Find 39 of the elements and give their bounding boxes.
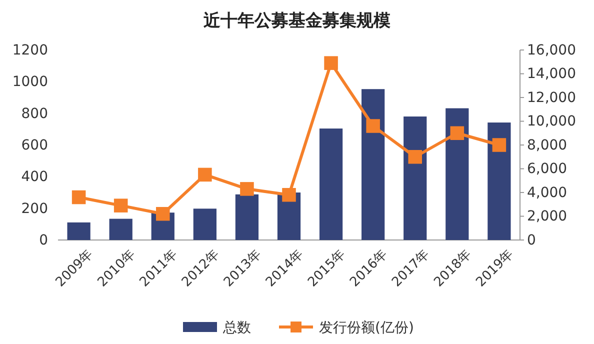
bar (67, 222, 90, 240)
y-tick-label: 400 (21, 169, 48, 186)
point (198, 168, 212, 182)
bar (446, 108, 469, 240)
point (72, 190, 86, 204)
y-tick-label: 600 (21, 137, 48, 154)
bar (109, 218, 132, 240)
y2-tick-label: 6,000 (527, 161, 568, 178)
y2-tick-label: 8,000 (527, 137, 568, 154)
bar (488, 122, 511, 240)
bar (193, 208, 216, 240)
point (366, 119, 380, 133)
y2-tick-label: 14,000 (527, 66, 576, 82)
y-tick-label: 0 (39, 232, 48, 248)
point (492, 138, 506, 152)
y2-tick-label: 12,000 (527, 90, 576, 106)
bar (404, 116, 427, 240)
point (240, 182, 254, 196)
y2-tick-label: 16,000 (527, 42, 576, 58)
point (408, 150, 422, 164)
y2-tick-label: 2,000 (527, 208, 568, 225)
bar (362, 89, 385, 240)
bar (235, 194, 259, 240)
y-tick-label: 1000 (12, 74, 48, 90)
y-tick-label: 1200 (12, 42, 48, 58)
point (114, 198, 128, 212)
legend-label: 总数 (222, 320, 251, 336)
y2-tick-label: 4,000 (527, 184, 568, 201)
point (156, 206, 170, 221)
legend-label: 发行份额(亿份) (319, 320, 414, 336)
y-tick-label: 800 (21, 106, 48, 122)
chart-title: 近十年公募基金募集规模 (202, 11, 390, 31)
y2-tick-label: 10,000 (527, 114, 576, 130)
point (450, 126, 464, 140)
point (324, 56, 338, 70)
y-tick-label: 200 (21, 200, 48, 217)
point (282, 188, 296, 202)
bar (319, 128, 343, 240)
y2-tick-label: 0 (527, 232, 536, 248)
